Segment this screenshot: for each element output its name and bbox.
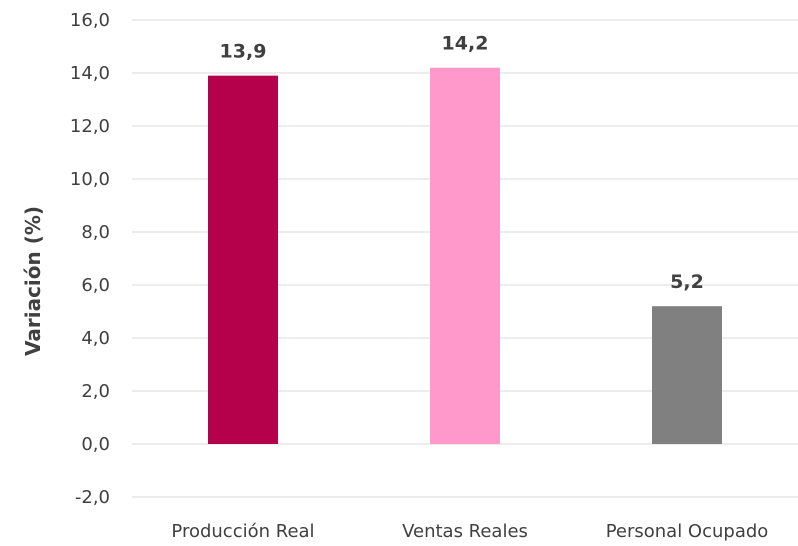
bar xyxy=(430,67,500,444)
y-axis-title: Variación (%) xyxy=(21,206,45,356)
bar xyxy=(652,306,722,444)
x-category-label: Producción Real xyxy=(171,521,314,542)
y-tick-label: 6,0 xyxy=(81,275,110,296)
y-tick-label: 14,0 xyxy=(70,63,110,84)
y-tick-label: 8,0 xyxy=(81,222,110,243)
x-category-label: Ventas Reales xyxy=(402,521,528,542)
bar xyxy=(208,75,278,445)
y-tick-label: 4,0 xyxy=(81,328,110,349)
y-tick-label: 16,0 xyxy=(70,10,110,31)
data-label: 5,2 xyxy=(670,271,704,293)
data-label: 13,9 xyxy=(220,41,267,63)
y-tick-label: 10,0 xyxy=(70,169,110,190)
bars xyxy=(208,67,722,445)
y-tick-label: 12,0 xyxy=(70,116,110,137)
x-category-label: Personal Ocupado xyxy=(606,521,769,542)
y-tick-label: 2,0 xyxy=(81,381,110,402)
y-axis-tick-labels: -2,0 0,0 2,0 4,0 6,0 8,0 10,0 12,0 14,0 16,0 xyxy=(70,10,110,508)
y-tick-label: 0,0 xyxy=(81,434,110,455)
data-label: 14,2 xyxy=(442,33,489,55)
data-labels: 13,9 14,2 5,2 xyxy=(220,33,704,294)
y-tick-label: -2,0 xyxy=(75,487,110,508)
x-axis-category-labels: Producción Real Ventas Reales Personal Ocu… xyxy=(171,521,768,542)
